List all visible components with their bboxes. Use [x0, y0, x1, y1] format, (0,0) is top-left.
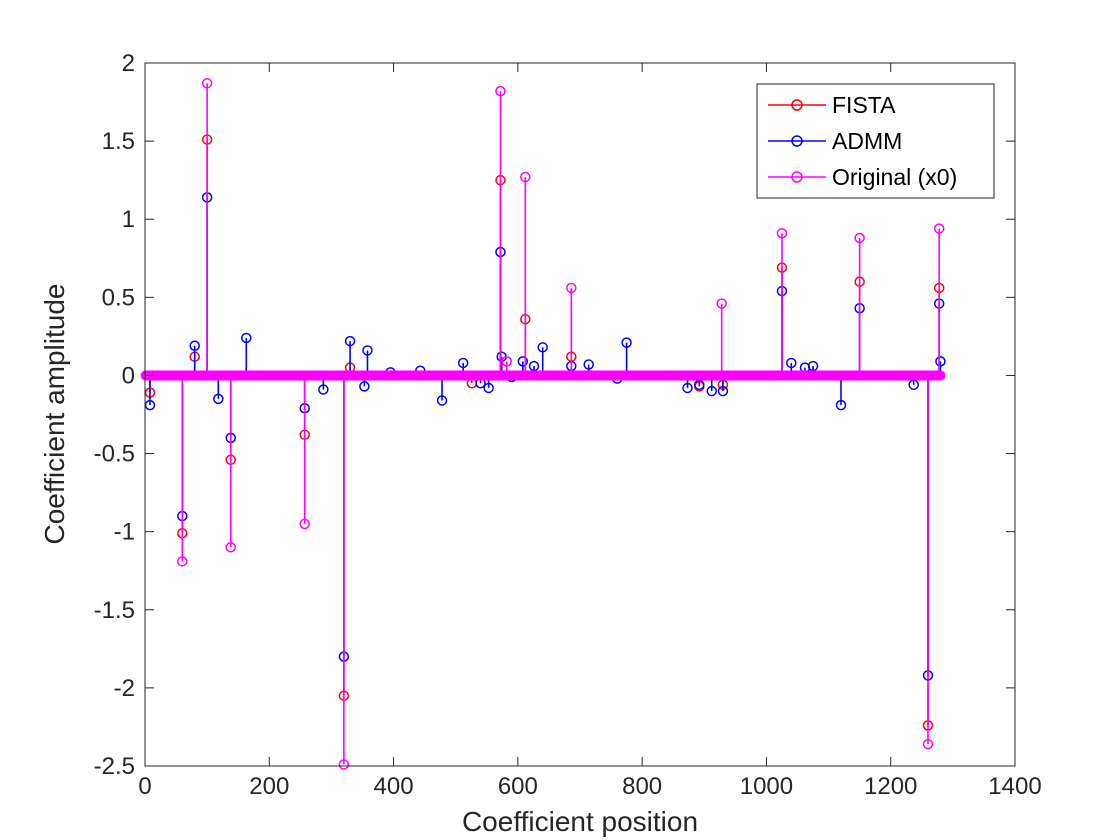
stem-marker	[935, 356, 946, 367]
x-tick-label: 1200	[864, 773, 917, 800]
stem-marker	[177, 556, 188, 567]
stem-marker	[786, 357, 797, 369]
x-tick-label: 200	[249, 773, 289, 800]
legend-marker-original	[791, 171, 803, 183]
y-tick-label: -2.5	[94, 753, 135, 780]
stem-marker	[776, 228, 788, 239]
y-tick-label: 1.5	[102, 128, 135, 155]
stem-marker	[495, 85, 506, 97]
stem-marker	[835, 399, 847, 411]
legend-label-admm: ADMM	[832, 128, 902, 154]
stem-marker	[716, 298, 727, 309]
stem-marker	[537, 342, 548, 353]
stem-marker	[344, 335, 356, 347]
stem-marker	[520, 171, 531, 183]
stem-marker	[299, 518, 310, 530]
legend-marker-admm	[791, 135, 803, 147]
series-2	[177, 78, 945, 770]
x-tick-label: 1400	[988, 773, 1041, 800]
y-tick-label: -1.5	[94, 597, 135, 624]
stem-marker	[517, 356, 529, 367]
x-tick-label: 0	[138, 773, 151, 800]
axes-box	[144, 62, 1016, 767]
stem-marker	[359, 381, 370, 392]
stem-marker	[682, 382, 693, 394]
y-tick-label: 2	[122, 50, 135, 77]
y-tick-label: 1	[122, 206, 135, 233]
y-tick-label: -1	[114, 519, 135, 546]
stem-marker	[706, 385, 717, 397]
legend-entry-fista: FISTA	[768, 92, 896, 118]
x-tick-label: 1000	[740, 773, 793, 800]
stem-marker	[362, 345, 373, 356]
legend-entry-admm: ADMM	[768, 128, 902, 154]
stem-marker	[225, 542, 237, 553]
y-tick-label: -2	[114, 675, 135, 702]
stem-marker	[436, 395, 448, 406]
x-tick-label: 600	[498, 773, 538, 800]
x-axis-label: Coefficient position	[462, 806, 698, 837]
legend-entry-original: Original (x0)	[768, 164, 957, 190]
stem-marker	[483, 382, 494, 394]
stem-marker	[189, 340, 200, 352]
stem-marker	[213, 393, 224, 405]
legend-marker-fista	[791, 99, 803, 111]
stem-marker	[241, 332, 252, 344]
stem-marker	[201, 78, 213, 89]
stem-marker	[933, 223, 945, 234]
y-tick-label: 0.5	[102, 284, 135, 311]
y-tick-label: 0	[122, 362, 135, 389]
legend-label-original: Original (x0)	[832, 164, 957, 190]
y-axis-label: Coefficient amplitude	[39, 284, 70, 545]
stem-marker	[457, 357, 469, 369]
stem-marker	[338, 759, 350, 770]
stem-marker	[621, 337, 632, 348]
stem-layer	[144, 78, 946, 770]
stem-marker	[854, 232, 865, 244]
stem-marker	[501, 356, 512, 367]
stem-marker	[717, 385, 729, 397]
stem-marker	[583, 359, 594, 370]
legend-label-fista: FISTA	[832, 92, 896, 118]
ticks: 0 200 400 600 800 1000 1200 1400 -2.5 -2 -1.5 -1 -0.…	[94, 50, 1042, 800]
y-tick-label: -0.5	[94, 441, 135, 468]
stem-marker	[922, 738, 934, 750]
stem-marker	[318, 384, 329, 395]
axes	[144, 62, 1016, 767]
x-tick-label: 400	[374, 773, 414, 800]
legend: FISTA ADMM Original (x0)	[756, 83, 995, 199]
stem-marker	[566, 282, 577, 294]
x-tick-label: 800	[622, 773, 662, 800]
